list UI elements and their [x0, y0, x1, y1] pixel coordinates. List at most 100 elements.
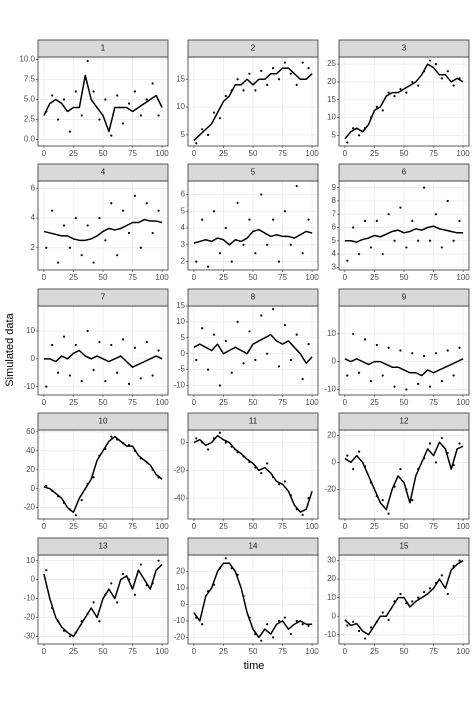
data-point — [121, 338, 125, 341]
series-line — [193, 67, 313, 141]
series-line — [193, 228, 313, 246]
strip — [338, 39, 470, 58]
data-point — [68, 374, 72, 377]
data-point — [74, 343, 77, 347]
x-tick-label: 75 — [429, 149, 438, 158]
data-point — [68, 635, 72, 638]
data-point — [62, 335, 66, 338]
data-point — [260, 639, 263, 642]
y-tick-label: 7 — [332, 209, 337, 218]
data-point — [157, 559, 160, 562]
data-point — [363, 637, 367, 640]
data-point — [260, 472, 263, 475]
data-point — [74, 514, 77, 517]
x-tick-label: 75 — [128, 398, 137, 407]
x-tick-label: 100 — [456, 647, 470, 656]
data-point — [145, 202, 148, 205]
strip — [37, 537, 169, 556]
y-tick-label: 5.0 — [24, 95, 36, 104]
x-tick-label: 50 — [99, 273, 108, 282]
y-tick-label: 5 — [181, 130, 186, 139]
data-point — [440, 574, 443, 577]
y-tick-label: 25 — [327, 59, 336, 68]
y-tick-label: -30 — [23, 632, 35, 641]
data-point — [381, 611, 384, 614]
data-point — [139, 246, 142, 249]
y-tick-label: -5 — [178, 365, 186, 374]
data-point — [230, 371, 233, 374]
data-point — [440, 77, 443, 80]
data-point — [51, 94, 54, 97]
data-point — [98, 216, 101, 220]
x-tick-label: 50 — [249, 522, 258, 531]
data-point — [452, 84, 455, 87]
data-point — [307, 343, 310, 346]
series-line — [344, 559, 464, 636]
x-tick-label: 50 — [249, 398, 258, 407]
x-tick-label: 100 — [456, 273, 470, 282]
data-point — [381, 374, 384, 377]
data-point — [80, 379, 83, 383]
y-tick-label: 20 — [327, 77, 336, 86]
y-tick-label: -20 — [23, 613, 35, 622]
data-point — [417, 84, 420, 87]
series-line — [193, 562, 313, 639]
y-tick-label: 10 — [176, 102, 185, 111]
data-point — [399, 87, 402, 91]
data-point — [289, 243, 292, 246]
data-point — [98, 620, 101, 623]
data-point — [357, 252, 361, 256]
series-line — [43, 349, 163, 368]
data-point — [242, 243, 245, 246]
data-point — [357, 450, 361, 453]
x-tick-label: 100 — [456, 149, 470, 158]
data-point — [352, 226, 355, 229]
y-tick-label: 20 — [327, 431, 336, 440]
data-point — [277, 260, 281, 263]
strip — [37, 163, 169, 182]
data-point — [301, 61, 304, 64]
y-tick-label: 10 — [26, 556, 35, 565]
x-tick-label: 100 — [305, 647, 319, 656]
x-tick-label: 50 — [400, 149, 409, 158]
data-point — [307, 624, 310, 627]
data-point — [56, 371, 60, 374]
x-tick-label: 0 — [192, 647, 197, 656]
x-tick-label: 50 — [99, 398, 108, 407]
x-tick-label: 75 — [429, 522, 438, 531]
x-tick-label: 25 — [69, 273, 78, 282]
y-tick-label: 15 — [327, 95, 336, 104]
x-tick-label: 0 — [42, 647, 47, 656]
strip-label: 5 — [251, 168, 256, 177]
y-tick-label: 2 — [31, 243, 36, 252]
data-point — [283, 616, 287, 619]
data-point — [277, 619, 281, 623]
strip-label: 13 — [99, 542, 108, 551]
data-point — [236, 201, 239, 204]
data-point — [248, 218, 251, 221]
x-tick-label: 25 — [370, 398, 379, 407]
data-point — [387, 618, 390, 621]
x-tick-label: 50 — [99, 149, 108, 158]
data-point — [266, 462, 269, 465]
x-tick-label: 0 — [192, 273, 197, 282]
data-point — [352, 127, 355, 130]
data-point — [399, 349, 402, 352]
data-point — [92, 90, 95, 93]
data-point — [151, 82, 154, 85]
y-tick-label: 20 — [26, 465, 35, 474]
data-point — [92, 261, 95, 264]
data-point — [411, 219, 414, 222]
data-point — [92, 476, 95, 479]
y-tick-label: 10 — [327, 593, 336, 602]
strip-label: 9 — [402, 293, 407, 302]
data-point — [248, 72, 251, 75]
x-tick-label: 50 — [400, 647, 409, 656]
y-tick-label: 3 — [332, 262, 337, 271]
data-point — [307, 218, 310, 221]
data-point — [363, 338, 367, 341]
data-point — [45, 569, 48, 572]
data-point — [434, 213, 438, 216]
y-tick-label: 10 — [176, 317, 185, 326]
